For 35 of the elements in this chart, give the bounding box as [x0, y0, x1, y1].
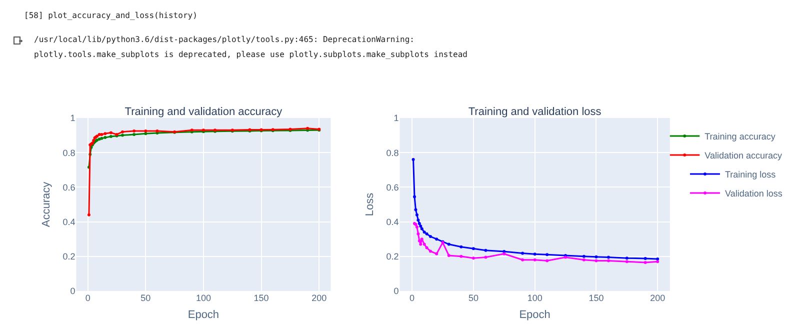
x-tick-label: 0: [85, 293, 90, 303]
x-tick-label: 150: [588, 293, 604, 303]
x-tick-label: 100: [196, 293, 211, 303]
x-tick-label: 200: [650, 293, 666, 303]
y-axis-title: Loss: [364, 192, 376, 216]
y-tick-label: 0: [394, 286, 399, 296]
y-tick-label: 0.4: [386, 216, 399, 227]
y-tick-label: 0.4: [62, 216, 76, 227]
x-axis-title: Epoch: [188, 309, 220, 322]
y-tick-label: 0.8: [386, 148, 399, 158]
y-tick-label: 0: [70, 286, 76, 296]
legend-label: Validation loss: [724, 188, 783, 199]
chart-title: Training and validation accuracy: [124, 106, 283, 118]
x-tick-label: 200: [312, 293, 327, 303]
y-tick-label: 0.6: [62, 182, 76, 192]
x-tick-label: 50: [140, 293, 151, 303]
y-axis-title: Accuracy: [40, 181, 52, 228]
text: plotly.tools.make_subplots is deprecated, please use plotly.subplots.make_subplots instead: [34, 50, 468, 59]
text: [58] plot_accuracy_and_loss(history): [24, 11, 198, 20]
x-tick-label: 0: [410, 293, 415, 303]
x-tick-label: 100: [527, 293, 542, 303]
chart-title: Training and validation loss: [468, 106, 602, 118]
y-tick-label: 1: [70, 113, 76, 124]
legend-label: Training accuracy: [704, 131, 776, 142]
x-tick-label: 150: [254, 293, 269, 303]
x-tick-label: 50: [468, 293, 478, 303]
y-tick-label: 0.8: [62, 148, 76, 158]
text: /usr/local/lib/python3.6/dist-packages/plotly/tools.py:465: DeprecationWarning:: [34, 35, 414, 44]
legend-label: Validation accuracy: [704, 150, 783, 160]
legend-label: Training loss: [724, 170, 776, 180]
y-tick-label: 0.2: [386, 252, 399, 262]
x-axis-title: Epoch: [519, 309, 550, 322]
y-tick-label: 0.6: [386, 182, 399, 192]
y-tick-label: 0.2: [62, 252, 76, 262]
y-tick-label: 1: [394, 113, 399, 124]
